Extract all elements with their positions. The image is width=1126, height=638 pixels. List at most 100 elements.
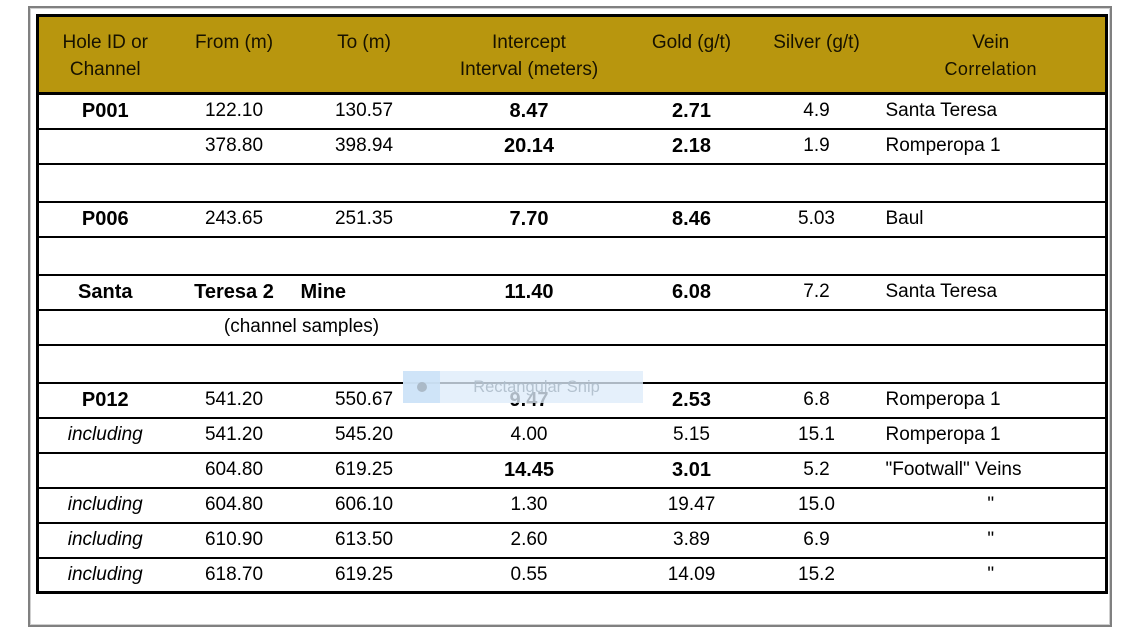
cell-hole (37, 128, 172, 165)
cell-from: 618.70 (204, 563, 264, 585)
cell-gold: 3.01 (626, 452, 757, 489)
cell-silver: 5.2 (756, 452, 877, 489)
spacer-row (37, 163, 1107, 203)
table-row: including 541.20 545.20 4.00 5.15 15.1 Rompero… (37, 417, 1107, 454)
header-row: Hole ID or Channel From (m) To (m) Inter… (37, 15, 1107, 95)
cell-gold: 8.46 (626, 201, 757, 238)
cell-intercept: 14.45 (431, 452, 627, 489)
header-from: From (m) (171, 15, 297, 95)
cell-from: 541.20 (171, 417, 297, 454)
cell-to: 130.57 (296, 93, 432, 130)
table-row: including 618.70 619.25 0.55 14.09 15.2 " (38, 558, 1107, 593)
header-silver-label: Silver (g/t) (773, 32, 860, 53)
cell-to: 606.10 (296, 487, 432, 524)
cell-from: Teresa 2 (171, 274, 297, 311)
cell-hole: including (37, 522, 172, 559)
cell-gold: 5.15 (626, 417, 757, 454)
cell-gold: 2.18 (626, 128, 757, 165)
cell-vein: Santa Teresa (876, 93, 1107, 130)
cell-silver: 6.8 (756, 382, 877, 419)
cell-from: 541.20 (171, 382, 297, 419)
cell-gold: 14.09 (667, 563, 716, 585)
cell-silver: 15.1 (756, 417, 877, 454)
header-silver: Silver (g/t) (756, 15, 877, 95)
cell-intercept: 2.60 (431, 522, 627, 559)
cell-vein: Romperopa 1 (876, 417, 1107, 454)
cell-gold: 3.89 (626, 522, 757, 559)
table-row: 604.80 619.25 14.45 3.01 5.2 "Footwall" Veins (37, 452, 1107, 489)
cell-channel-note: (channel samples) (171, 309, 432, 346)
cell-vein: " (876, 487, 1107, 524)
cell-silver: 15.0 (756, 487, 877, 524)
cell-vein: "Footwall" Veins (876, 452, 1107, 489)
cell-spacer (37, 236, 1107, 276)
cell-silver: 6.9 (756, 522, 877, 559)
cell-from: 604.80 (171, 452, 297, 489)
cell-intercept: 20.14 (431, 128, 627, 165)
cell-vein: Romperopa 1 (876, 128, 1107, 165)
cell-hole: Santa (37, 274, 172, 311)
cell-hole: P001 (37, 93, 172, 130)
header-intercept: Intercept Interval (meters) (431, 15, 627, 95)
cell-silver: 15.2 (798, 563, 835, 585)
snip-tooltip-label: Rectangular Snip (473, 377, 600, 396)
cell-to: 619.25 (334, 563, 394, 585)
header-vein-line2: Correlation (944, 59, 1037, 79)
header-to: To (m) (296, 15, 432, 95)
cell-silver (756, 309, 877, 346)
header-vein-line1: Vein (972, 32, 1010, 53)
table-row: 378.80 398.94 20.14 2.18 1.9 Romperopa 1 (37, 128, 1107, 165)
table-header: Hole ID or Channel From (m) To (m) Inter… (37, 15, 1107, 95)
cell-hole: P012 (37, 382, 172, 419)
cell-intercept: 4.00 (431, 417, 627, 454)
header-hole-id: Hole ID or Channel (37, 15, 172, 95)
table-row: (channel samples) (37, 309, 1107, 346)
cell-to: 251.35 (296, 201, 432, 238)
cell-intercept: 0.55 (510, 563, 548, 585)
table-row: including 604.80 606.10 1.30 19.47 15.0 " (37, 487, 1107, 524)
cell-intercept (431, 309, 627, 346)
cell-intercept: 8.47 (431, 93, 627, 130)
cell-gold (626, 309, 757, 346)
cell-silver: 4.9 (756, 93, 877, 130)
cell-to: Mine (296, 274, 432, 311)
cell-intercept: 1.30 (431, 487, 627, 524)
table-row: P006 243.65 251.35 7.70 8.46 5.03 Baul (37, 201, 1107, 238)
cell-vein (876, 309, 1107, 346)
cell-to: 398.94 (296, 128, 432, 165)
cell-intercept: 7.70 (431, 201, 627, 238)
cell-from: 122.10 (171, 93, 297, 130)
header-hole-line2: Channel (69, 59, 141, 80)
header-gold-label: Gold (g/t) (651, 32, 732, 53)
cell-vein: Romperopa 1 (876, 382, 1107, 419)
cell-vein: Baul (876, 201, 1107, 238)
header-intercept-line2: Interval (meters) (459, 59, 599, 80)
cell-from: 610.90 (171, 522, 297, 559)
cell-from: 378.80 (171, 128, 297, 165)
cell-to: 613.50 (296, 522, 432, 559)
cell-gold: 2.53 (626, 382, 757, 419)
cell-spacer (37, 163, 1107, 203)
table-row: P001 122.10 130.57 8.47 2.71 4.9 Santa Teresa (37, 93, 1107, 130)
cell-vein: " (987, 563, 995, 585)
spacer-row (37, 236, 1107, 276)
header-gold: Gold (g/t) (626, 15, 757, 95)
table-row: Santa Teresa 2 Mine 11.40 6.08 7.2 Santa Teres… (37, 274, 1107, 311)
cell-hole (37, 309, 172, 346)
table-body: P001 122.10 130.57 8.47 2.71 4.9 Santa Teresa 3… (37, 93, 1107, 593)
cell-from: 604.80 (171, 487, 297, 524)
rectangular-snip-icon (403, 371, 440, 403)
cell-hole: P006 (37, 201, 172, 238)
cell-hole (37, 452, 172, 489)
cell-vein: Santa Teresa (876, 274, 1107, 311)
cell-intercept: 11.40 (431, 274, 627, 311)
header-hole-line1: Hole ID or (62, 32, 149, 53)
header-intercept-line1: Intercept (492, 32, 566, 53)
header-vein: Vein Correlation (876, 15, 1107, 95)
snip-dot-icon (416, 382, 427, 392)
cell-gold: 19.47 (626, 487, 757, 524)
cell-to: 619.25 (296, 452, 432, 489)
cell-silver: 5.03 (756, 201, 877, 238)
cell-hole: including (37, 487, 172, 524)
cell-vein: " (876, 522, 1107, 559)
